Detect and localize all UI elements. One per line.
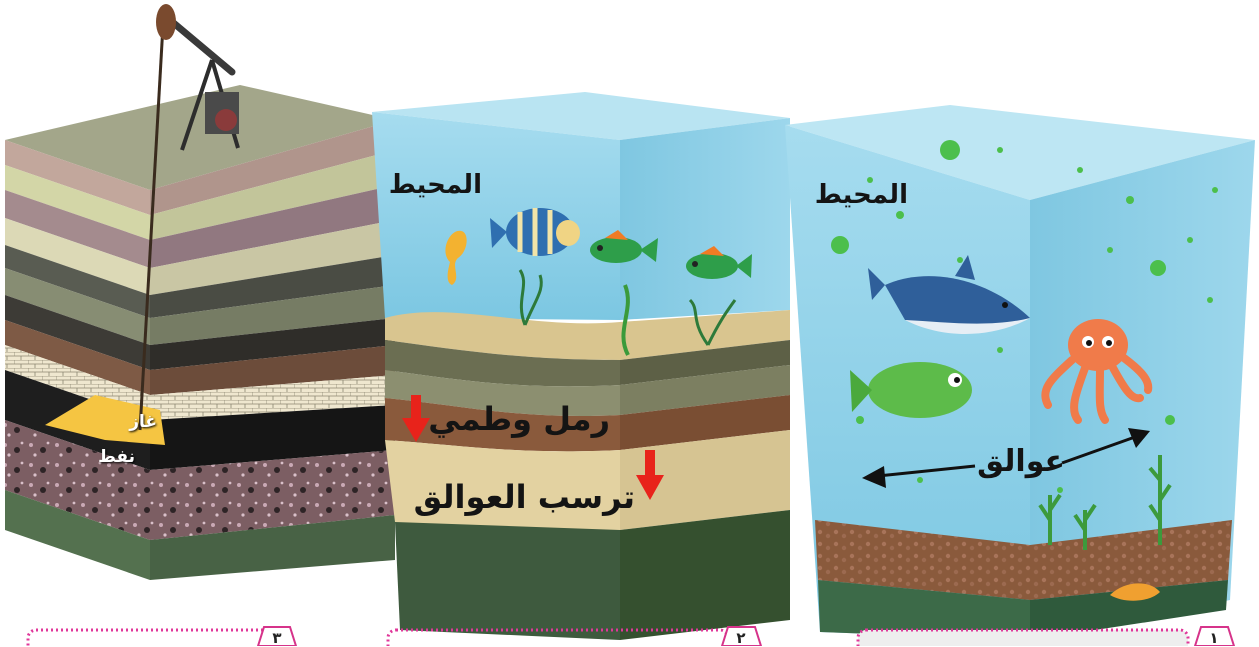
caption-strip-left <box>26 628 282 646</box>
seaweed-icon-2 <box>621 284 630 356</box>
down-arrow-icon-2 <box>636 450 664 500</box>
number-badge-middle-shape <box>720 626 763 646</box>
well-pipe <box>138 24 165 431</box>
plankton-arrow-right <box>1061 428 1150 465</box>
shrimp-icon <box>1110 583 1160 601</box>
oil-label: نفط <box>98 447 135 467</box>
panel-number-2: ٢ <box>736 629 746 647</box>
down-arrow-icon <box>402 395 430 442</box>
panel-number-3: ٣ <box>272 629 282 647</box>
number-badge-right-shape <box>1193 626 1236 646</box>
gas-label: غاز <box>129 412 157 432</box>
caption-strip-right <box>856 628 1190 646</box>
number-badge-left-shape <box>256 626 298 646</box>
plankton-deposit-label: ترسب العوالق <box>413 478 635 516</box>
panel-plankton <box>785 105 1255 640</box>
octopus-icon <box>1041 319 1153 424</box>
gas-pocket <box>45 395 165 445</box>
plankton-arrow-left <box>862 464 976 488</box>
plankton-label: عوالق <box>977 444 1065 479</box>
ground-surface <box>5 85 395 190</box>
seahorse-icon <box>445 230 467 285</box>
plankton-dots <box>831 140 1218 493</box>
sediment-label: رمل وطمي <box>428 400 610 438</box>
pumpjack-icon <box>156 4 240 151</box>
panel-number-1: ١ <box>1209 629 1219 647</box>
seagrass-icon <box>1038 455 1172 550</box>
ocean-label-panel-2: المحيط <box>388 170 482 200</box>
shark-icon <box>868 255 1030 334</box>
seaweed-icon <box>518 269 543 326</box>
green-fish-icon-2 <box>686 246 752 279</box>
panel-oil-well <box>5 4 395 580</box>
seaweed-icon-3 <box>688 298 737 346</box>
striped-fish-icon <box>490 208 580 256</box>
green-fish-icon <box>590 230 658 263</box>
seafloor-sand <box>385 310 790 360</box>
green-fish-icon-3 <box>850 362 972 418</box>
panel-sediment <box>372 92 790 640</box>
caption-strip-middle <box>386 628 730 646</box>
ocean-label-panel-1: المحيط <box>814 180 908 210</box>
